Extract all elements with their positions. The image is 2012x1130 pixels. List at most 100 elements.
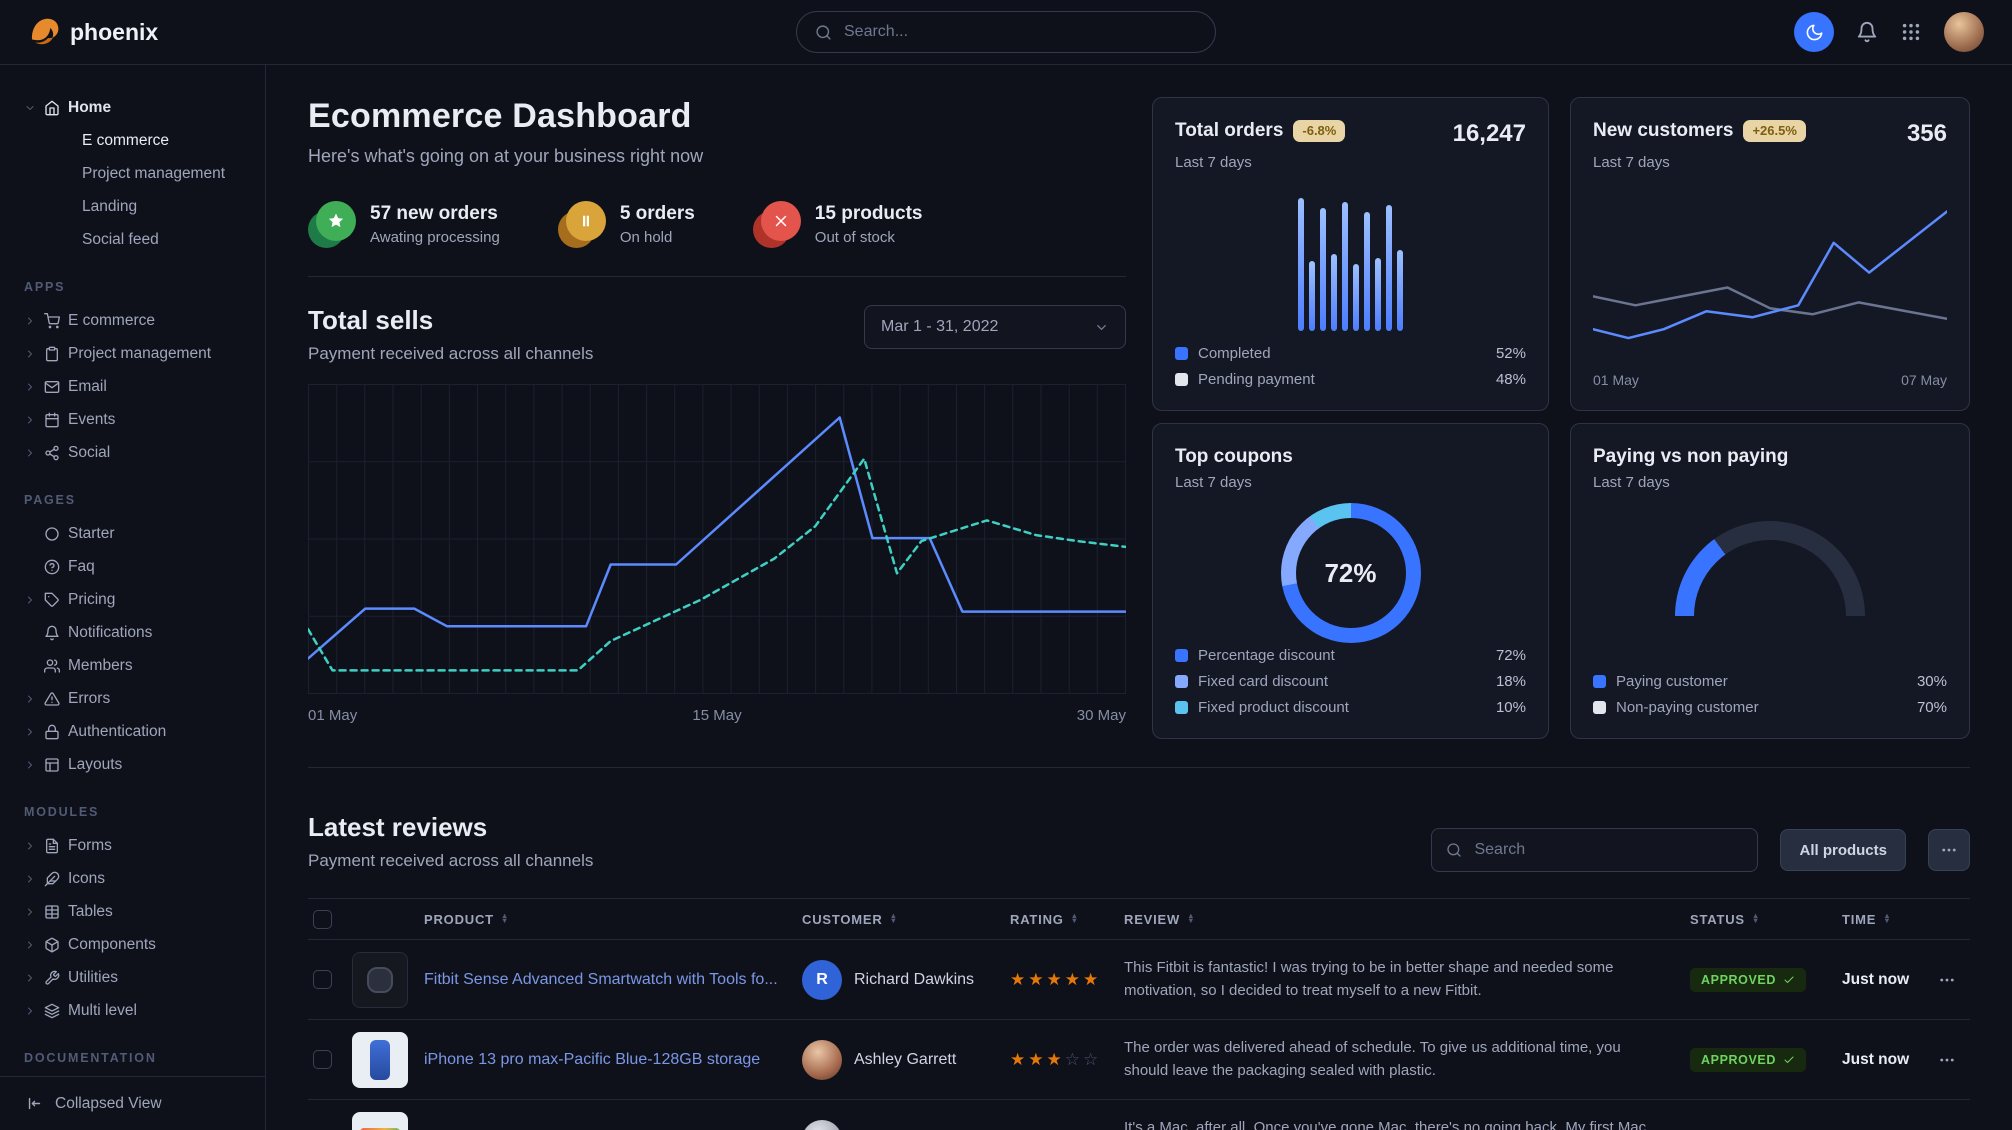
latest-reviews-subtitle: Payment received across all channels xyxy=(308,851,594,870)
sidebar: Home E commerce Project management Landi… xyxy=(0,65,266,1130)
chevron-right-icon xyxy=(24,414,36,426)
stat-new-orders: 57 new orders Awating processing xyxy=(308,201,500,248)
column-header-customer[interactable]: CUSTOMER ▲ ▼ xyxy=(802,911,898,927)
sidebar-item-members[interactable]: Members xyxy=(18,649,247,682)
global-search[interactable] xyxy=(796,11,1216,53)
legend-item: Paying customer 30% xyxy=(1593,673,1947,690)
total-orders-card: Total orders -6.8% 16,247 Last 7 days Co… xyxy=(1152,97,1549,411)
column-header-product[interactable]: PRODUCT ▲ ▼ xyxy=(424,911,510,927)
reviews-more-button[interactable] xyxy=(1928,829,1970,871)
reviews-table: PRODUCT ▲ ▼ CUSTOMER ▲ ▼ RATING ▲ ▼ REVIEW … xyxy=(308,898,1970,1130)
apps-grid-icon[interactable] xyxy=(1900,21,1922,43)
share-icon xyxy=(44,445,60,461)
more-horizontal-icon xyxy=(1938,1051,1956,1069)
x-icon xyxy=(772,212,790,230)
sort-icon: ▲ ▼ xyxy=(1751,911,1761,925)
sidebar-item-ecommerce-app[interactable]: E commerce xyxy=(18,304,247,337)
collapsed-view-toggle[interactable]: Collapsed View xyxy=(0,1076,265,1130)
column-header-status[interactable]: STATUS ▲ ▼ xyxy=(1690,911,1761,927)
review-text: The order was delivered ahead of schedul… xyxy=(1124,1039,1621,1079)
column-header-time[interactable]: TIME ▲ ▼ xyxy=(1842,911,1892,927)
product-link[interactable]: iPhone 13 pro max-Pacific Blue-128GB sto… xyxy=(424,1050,761,1068)
chevron-right-icon xyxy=(24,381,36,393)
lock-icon xyxy=(44,724,60,740)
date-range-select[interactable]: Mar 1 - 31, 2022 xyxy=(864,305,1126,349)
sidebar-item-social[interactable]: Social xyxy=(18,436,247,469)
all-products-filter-button[interactable]: All products xyxy=(1780,829,1906,871)
row-checkbox[interactable] xyxy=(313,970,332,989)
user-avatar[interactable] xyxy=(1944,12,1984,52)
chevron-down-icon xyxy=(24,102,36,114)
sidebar-item-errors[interactable]: Errors xyxy=(18,682,247,715)
sidebar-subitem-social-feed[interactable]: Social feed xyxy=(82,230,159,248)
legend-item: Pending payment 48% xyxy=(1175,371,1526,388)
calendar-icon xyxy=(44,412,60,428)
sidebar-subitem-project-management[interactable]: Project management xyxy=(82,164,226,182)
moon-icon xyxy=(1805,23,1824,42)
donut-center-label: 72% xyxy=(1295,518,1406,628)
sidebar-item-events[interactable]: Events xyxy=(18,403,247,436)
legend-item: Completed 52% xyxy=(1175,345,1526,362)
change-badge: -6.8% xyxy=(1293,120,1346,142)
chevron-right-icon xyxy=(24,315,36,327)
row-actions-button[interactable] xyxy=(1924,1051,1970,1069)
sidebar-item-components[interactable]: Components xyxy=(18,928,247,961)
order-stats-row: 57 new orders Awating processing 5 order… xyxy=(308,201,1126,277)
check-icon xyxy=(1783,1054,1795,1066)
global-search-input[interactable] xyxy=(844,23,1197,41)
rating-stars: ★★★★★ xyxy=(1010,969,1102,989)
total-sells-title: Total sells xyxy=(308,305,434,335)
sort-icon: ▲ ▼ xyxy=(1187,911,1196,925)
reviews-search-input[interactable] xyxy=(1474,841,1744,859)
latest-reviews-title: Latest reviews xyxy=(308,812,488,842)
chevron-right-icon xyxy=(24,726,36,738)
new-customers-line-chart xyxy=(1593,171,1947,362)
notifications-bell-icon[interactable] xyxy=(1856,21,1878,43)
column-header-review[interactable]: REVIEW ▲ ▼ xyxy=(1124,911,1196,927)
axis-label: 07 May xyxy=(1901,372,1947,388)
legend-item: Fixed card discount 18% xyxy=(1175,673,1526,690)
row-checkbox[interactable] xyxy=(313,1050,332,1069)
sidebar-item-project-management-app[interactable]: Project management xyxy=(18,337,247,370)
clipboard-icon xyxy=(44,346,60,362)
chevron-right-icon xyxy=(24,972,36,984)
sidebar-item-email[interactable]: Email xyxy=(18,370,247,403)
sidebar-item-notifications[interactable]: Notifications xyxy=(18,616,247,649)
sidebar-item-tables[interactable]: Tables xyxy=(18,895,247,928)
circle-icon xyxy=(44,526,60,542)
brand-name: phoenix xyxy=(70,18,159,45)
select-all-checkbox[interactable] xyxy=(313,909,332,929)
tag-icon xyxy=(44,592,60,608)
sidebar-item-pricing[interactable]: Pricing xyxy=(18,583,247,616)
sidebar-section-apps: APPS xyxy=(24,280,66,294)
column-header-rating[interactable]: RATING ▲ ▼ xyxy=(1010,911,1079,927)
reviews-search[interactable] xyxy=(1431,828,1759,872)
top-navbar: phoenix xyxy=(0,0,2012,65)
sidebar-item-layouts[interactable]: Layouts xyxy=(18,748,247,781)
table-row: It's a Mac, after all. Once you've gone … xyxy=(308,1100,1970,1130)
brand[interactable]: phoenix xyxy=(28,16,158,48)
sidebar-item-forms[interactable]: Forms xyxy=(18,829,247,862)
customer-avatar xyxy=(802,1039,842,1080)
theme-toggle-button[interactable] xyxy=(1794,12,1834,52)
file-text-icon xyxy=(44,838,60,854)
sidebar-subitem-ecommerce[interactable]: E commerce xyxy=(82,131,169,149)
sidebar-item-icons[interactable]: Icons xyxy=(18,862,247,895)
sidebar-item-starter[interactable]: Starter xyxy=(18,517,247,550)
sidebar-item-faq[interactable]: Faq xyxy=(18,550,247,583)
sidebar-item-home[interactable]: Home xyxy=(18,91,247,124)
more-horizontal-icon xyxy=(1938,971,1956,989)
customer-name: Richard Dawkins xyxy=(854,970,975,988)
sidebar-item-multi-level[interactable]: Multi level xyxy=(18,994,247,1027)
sidebar-item-authentication[interactable]: Authentication xyxy=(18,715,247,748)
on-hold-stat-icon xyxy=(557,201,606,248)
product-link[interactable]: Fitbit Sense Advanced Smartwatch with To… xyxy=(424,970,778,988)
sidebar-subitem-landing[interactable]: Landing xyxy=(82,197,138,215)
paying-vs-nonpaying-card: Paying vs non paying Last 7 days Paying … xyxy=(1570,423,1970,739)
change-badge: +26.5% xyxy=(1743,120,1806,142)
search-icon xyxy=(815,24,832,41)
bell-icon xyxy=(44,625,60,641)
paying-gauge-chart xyxy=(1675,521,1865,617)
row-actions-button[interactable] xyxy=(1924,971,1970,989)
sidebar-item-utilities[interactable]: Utilities xyxy=(18,961,247,994)
